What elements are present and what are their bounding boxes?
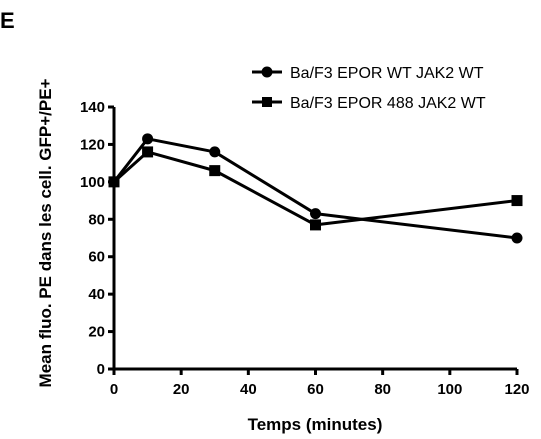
legend-item-1: Ba/F3 EPOR 488 JAK2 WT (252, 95, 486, 112)
x-tick-label-1: 20 (173, 381, 190, 398)
legend-marker-1 (262, 97, 272, 107)
x-tick-label-5: 100 (437, 381, 462, 398)
series-layer (108, 133, 523, 244)
x-tick-label-3: 60 (307, 381, 324, 398)
y-tick-label-2: 40 (88, 286, 105, 303)
y-ticks: 0 20 40 60 80 100 120 140 (80, 99, 114, 378)
data-point-s1-3 (310, 219, 321, 231)
y-tick-label-0: 0 (97, 361, 105, 378)
data-point-s1-0 (108, 176, 120, 188)
data-point-s0-4 (511, 232, 523, 244)
x-tick-label-6: 120 (504, 381, 529, 398)
data-point-s1-1 (142, 146, 154, 158)
legend-item-0: Ba/F3 EPOR WT JAK2 WT (252, 65, 484, 82)
x-ticks: 0 20 40 60 80 100 120 (110, 369, 530, 398)
y-tick-label-6: 120 (80, 136, 105, 153)
x-tick-label-4: 80 (374, 381, 391, 398)
x-axis-label: Temps (minutes) (248, 415, 383, 434)
y-tick-label-4: 80 (88, 211, 105, 228)
axes (112, 107, 517, 371)
data-point-s0-2 (209, 146, 221, 158)
y-tick-label-1: 20 (88, 324, 105, 341)
legend-label-1: Ba/F3 EPOR 488 JAK2 WT (290, 95, 486, 112)
x-tick-label-2: 40 (240, 381, 257, 398)
y-axis-label: Mean fluo. PE dans les cell. GFP+/PE+ (36, 78, 55, 387)
y-tick-label-7: 140 (80, 99, 105, 116)
legend: Ba/F3 EPOR WT JAK2 WT Ba/F3 EPOR 488 JAK… (252, 65, 486, 112)
x-tick-label-0: 0 (110, 381, 118, 398)
data-point-s1-2 (209, 165, 221, 177)
legend-label-0: Ba/F3 EPOR WT JAK2 WT (290, 65, 484, 82)
y-tick-label-5: 100 (80, 174, 105, 191)
y-tick-label-3: 60 (88, 249, 105, 266)
panel-letter: E (0, 8, 15, 33)
legend-marker-0 (261, 66, 273, 78)
data-point-s0-1 (142, 133, 154, 145)
data-point-s1-4 (511, 195, 523, 207)
data-point-s0-3 (310, 208, 321, 220)
